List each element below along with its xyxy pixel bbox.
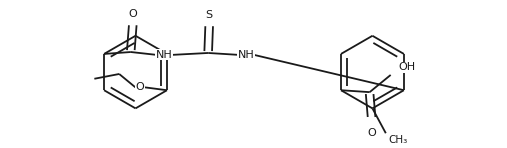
Text: S: S [206, 10, 213, 20]
Text: CH₃: CH₃ [389, 135, 408, 145]
Text: O: O [136, 82, 144, 92]
Text: OH: OH [399, 62, 415, 72]
Text: O: O [128, 9, 137, 19]
Text: NH: NH [156, 50, 173, 60]
Text: O: O [367, 128, 376, 138]
Text: NH: NH [238, 50, 255, 60]
